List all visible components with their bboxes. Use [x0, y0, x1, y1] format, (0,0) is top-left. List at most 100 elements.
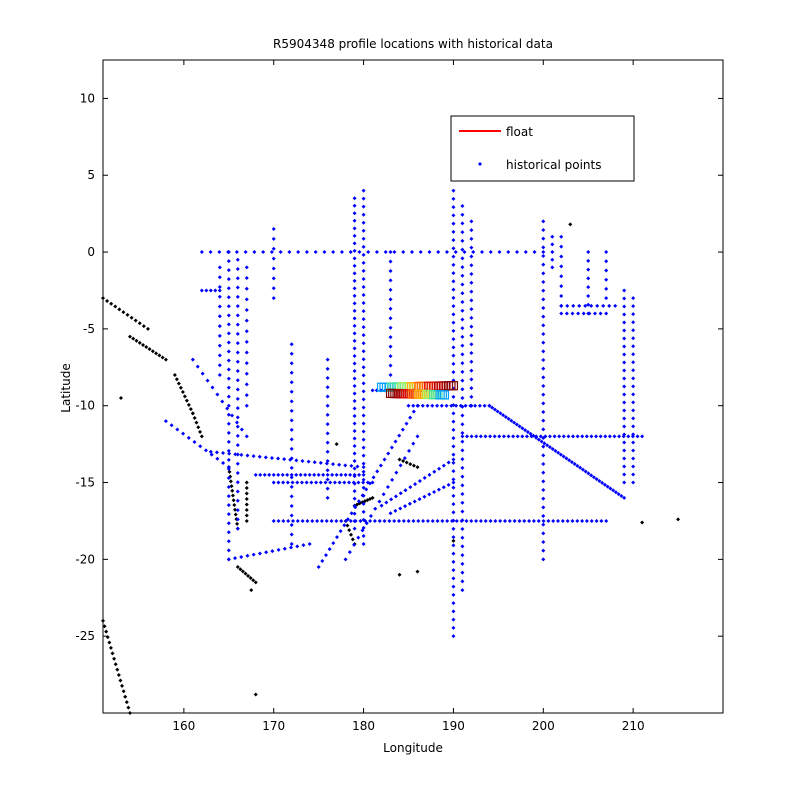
- historical-point: [226, 367, 231, 372]
- historical-point: [541, 522, 546, 527]
- historical-point: [361, 365, 366, 370]
- historical-point: [559, 234, 564, 239]
- historical-point: [296, 250, 301, 255]
- historical-point: [591, 475, 596, 480]
- historical-point: [226, 503, 231, 508]
- historical-point: [622, 495, 627, 500]
- historical-point: [594, 477, 599, 482]
- land-outline-point: [233, 512, 238, 517]
- historical-point: [352, 226, 357, 231]
- historical-point: [460, 212, 465, 217]
- historical-point: [235, 415, 240, 420]
- historical-point: [586, 258, 591, 263]
- historical-point: [460, 561, 465, 566]
- historical-point: [451, 345, 456, 350]
- historical-point: [217, 363, 222, 368]
- historical-point: [352, 211, 357, 216]
- historical-point: [352, 444, 357, 449]
- historical-point: [586, 267, 591, 272]
- historical-point: [450, 518, 455, 523]
- historical-point: [289, 484, 294, 489]
- historical-point: [552, 434, 557, 439]
- historical-point: [451, 254, 456, 259]
- historical-point: [361, 541, 366, 546]
- y-tick-label: -5: [83, 322, 95, 336]
- historical-point: [217, 304, 222, 309]
- historical-point: [235, 341, 240, 346]
- historical-point: [477, 403, 482, 408]
- historical-point: [451, 469, 456, 474]
- historical-point: [559, 254, 564, 259]
- historical-point: [276, 480, 281, 485]
- historical-point: [594, 518, 599, 523]
- historical-point: [454, 403, 459, 408]
- historical-point: [451, 353, 456, 358]
- historical-point: [444, 250, 449, 255]
- historical-point: [217, 343, 222, 348]
- land-outline-point: [244, 513, 249, 518]
- historical-point: [445, 518, 450, 523]
- land-outline-point: [244, 496, 249, 501]
- historical-point: [586, 250, 591, 255]
- historical-point: [257, 551, 262, 556]
- historical-point: [454, 518, 459, 523]
- historical-point: [289, 399, 294, 404]
- historical-point: [281, 518, 286, 523]
- historical-point: [465, 434, 470, 439]
- historical-point: [460, 326, 465, 331]
- historical-point: [343, 472, 348, 477]
- historical-point: [631, 368, 636, 373]
- historical-point: [492, 434, 497, 439]
- historical-point: [261, 250, 266, 255]
- historical-point: [460, 500, 465, 505]
- historical-point: [375, 469, 380, 474]
- historical-point: [589, 473, 594, 478]
- land-outline-point: [397, 457, 402, 462]
- historical-point: [604, 296, 609, 301]
- historical-point: [451, 526, 456, 531]
- historical-point: [622, 368, 627, 373]
- historical-point: [370, 388, 375, 393]
- historical-point: [451, 634, 456, 639]
- historical-point: [226, 485, 231, 490]
- historical-point: [541, 306, 546, 311]
- historical-point: [622, 296, 627, 301]
- historical-point: [330, 472, 335, 477]
- historical-point: [252, 250, 257, 255]
- historical-point: [244, 361, 249, 366]
- historical-point: [534, 435, 539, 440]
- historical-point: [325, 459, 330, 464]
- land-outline-point: [244, 502, 249, 507]
- historical-point: [364, 487, 369, 492]
- historical-point: [361, 276, 366, 281]
- historical-point: [493, 518, 498, 523]
- historical-point: [451, 213, 456, 218]
- historical-point: [451, 287, 456, 292]
- historical-point: [604, 259, 609, 264]
- historical-point: [271, 266, 276, 271]
- historical-point: [464, 518, 469, 523]
- historical-point: [298, 472, 303, 477]
- historical-point: [406, 403, 411, 408]
- historical-point: [619, 494, 624, 499]
- historical-point: [289, 351, 294, 356]
- historical-point: [560, 518, 565, 523]
- land-outline-point: [154, 351, 159, 356]
- historical-point: [604, 518, 609, 523]
- historical-point: [331, 250, 336, 255]
- historical-point: [318, 460, 323, 465]
- historical-point: [451, 510, 456, 515]
- historical-point: [613, 303, 618, 308]
- historical-point: [417, 497, 422, 502]
- land-outline-point: [240, 569, 245, 574]
- historical-point: [325, 385, 330, 390]
- land-outline-point: [411, 463, 416, 468]
- historical-point: [460, 387, 465, 392]
- historical-point: [488, 518, 493, 523]
- historical-point: [460, 299, 465, 304]
- historical-point: [226, 304, 231, 309]
- y-tick-label: 10: [80, 91, 95, 105]
- historical-point: [444, 403, 449, 408]
- land-outline-point: [113, 662, 118, 667]
- x-axis-label: Longitude: [383, 741, 443, 755]
